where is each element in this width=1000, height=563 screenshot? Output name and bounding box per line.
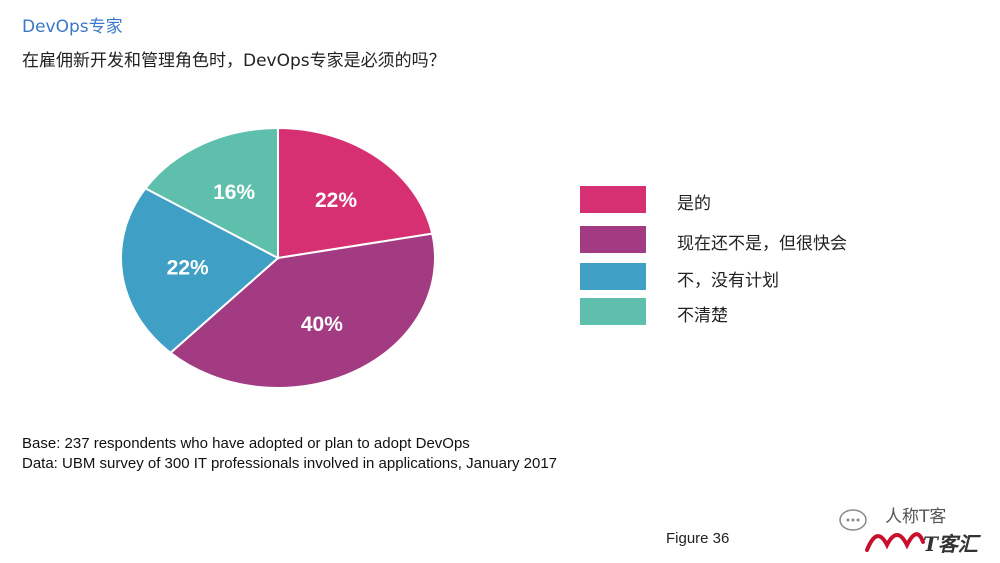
figure-label: Figure 36 — [666, 530, 730, 547]
section-title: DevOps专家 — [22, 17, 123, 37]
pie-label-unsure: 16% — [213, 181, 255, 204]
legend-swatch-unsure — [580, 298, 646, 325]
pie-label-no-plan: 22% — [167, 257, 209, 280]
legend-swatch-yes — [580, 186, 646, 213]
legend-swatch-soon — [580, 226, 646, 253]
pie-slice-no-plan — [120, 187, 280, 355]
pie-label-yes: 22% — [315, 189, 357, 212]
pie-slice-yes — [277, 126, 434, 260]
pie-slice-soon — [168, 232, 436, 389]
legend-item-soon: 现在还不是，但很快会 — [580, 226, 880, 254]
legend-item-unsure: 不清楚 — [580, 298, 880, 326]
watermark-name: 人称T客 — [885, 507, 947, 527]
chart-question: 在雇佣新开发和管理角色时，DevOps专家是必须的吗？ — [22, 51, 446, 71]
watermark: 人称T客 T客汇 — [835, 498, 995, 558]
brand-logo-icon — [865, 532, 925, 552]
footnote-data-source: Data: UBM survey of 300 IT professionals… — [22, 455, 558, 472]
footnote-base: Base: 237 respondents who have adopted o… — [22, 435, 470, 452]
legend-label-unsure: 不清楚 — [677, 306, 728, 326]
watermark-brand: T客汇 — [923, 532, 978, 556]
legend-item-no-plan: 不，没有计划 — [580, 263, 880, 291]
legend-swatch-no-plan — [580, 263, 646, 290]
legend-item-yes: 是的 — [580, 186, 880, 214]
legend-label-no-plan: 不，没有计划 — [677, 271, 779, 291]
legend-label-soon: 现在还不是，但很快会 — [677, 234, 847, 254]
pie-label-soon: 40% — [301, 313, 343, 336]
chat-bubble-icon — [839, 509, 867, 531]
pie-slice-unsure — [143, 126, 279, 260]
legend-label-yes: 是的 — [677, 194, 711, 214]
